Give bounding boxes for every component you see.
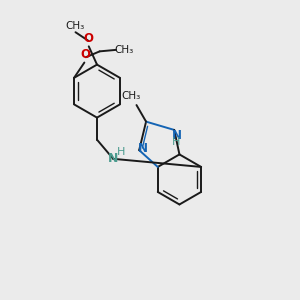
- Text: CH₃: CH₃: [122, 91, 141, 101]
- Text: CH₃: CH₃: [65, 21, 85, 31]
- Text: N: N: [138, 142, 148, 155]
- Text: N: N: [172, 129, 182, 142]
- Text: H: H: [117, 147, 126, 158]
- Text: CH₃: CH₃: [115, 45, 134, 55]
- Text: N: N: [107, 152, 118, 165]
- Text: H: H: [172, 137, 180, 147]
- Text: O: O: [80, 48, 90, 61]
- Text: O: O: [84, 32, 94, 45]
